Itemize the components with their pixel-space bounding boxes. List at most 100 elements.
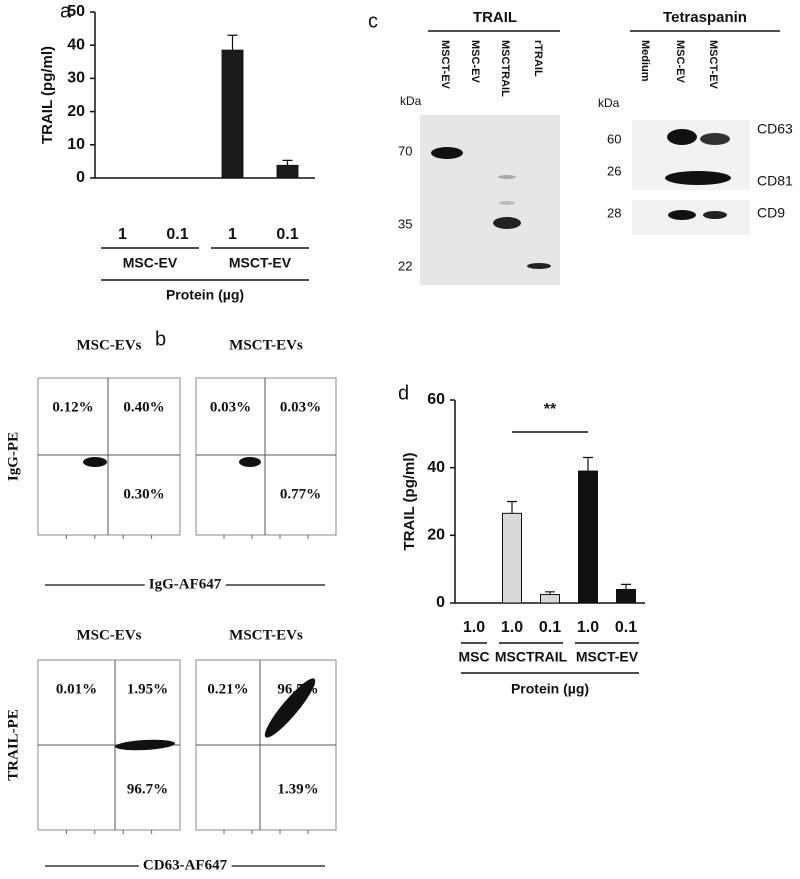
lane-label: MSCT-EV [439,40,451,90]
y-tick-label: 30 [67,70,85,87]
x-tick-label: 0.1 [539,619,561,636]
y-tick-label: 20 [67,103,85,120]
flow-x-label: CD63-AF647 [143,857,228,873]
kda-label: kDa [598,96,620,110]
bar [578,470,598,604]
label-backdrop [138,857,232,874]
quadrant-percent: 1.95% [127,681,168,697]
blot-band [700,133,730,145]
quadrant-percent: 0.12% [52,399,93,415]
quadrant-percent: 1.39% [277,781,318,797]
x-tick-label: 1.0 [501,619,523,636]
panel-label: a [60,0,72,22]
quadrant-percent: 96.5% [277,681,318,697]
y-axis-label: TRAIL (pg/ml) [39,46,56,144]
x-tick-label: 0.1 [615,619,637,636]
lane-label: rTRAIL [532,40,544,77]
significance-label: ** [544,401,557,418]
blot-title: Tetraspanin [663,9,747,26]
lane-label: Medium [639,40,651,82]
x-tick-label: 0.1 [166,226,188,243]
group-label: MSC-EV [123,255,178,271]
band-label: CD63 [757,121,793,137]
x-axis-label: Protein (µg) [511,681,589,697]
y-tick-label: 10 [67,136,85,153]
kda-label: kDa [400,94,422,108]
y-axis-label: TRAIL (pg/ml) [401,452,418,550]
quadrant-percent: 96.7% [127,781,168,797]
flow-title: MSCT-EVs [229,627,303,643]
lane-label: MSC-EV [674,40,686,83]
x-tick-label: 0.1 [276,226,298,243]
blot-band [431,147,463,159]
x-tick-label: 1.0 [463,619,485,636]
error-bar [621,583,631,590]
error-bar [583,456,593,472]
bar [221,49,244,179]
bar [616,588,636,604]
lane-label: MSC-EV [469,40,481,83]
quadrant-percent: 0.21% [207,681,248,697]
event-cloud [115,739,175,751]
x-tick-label: 1.0 [577,619,599,636]
blot-band [665,171,731,185]
band-label: CD81 [757,173,793,189]
blot-band [493,217,521,229]
quadrant-percent: 0.77% [280,486,321,502]
quadrant-percent: 0.03% [280,399,321,415]
group-label: MSCT-EV [576,649,639,665]
panel-label: c [368,10,378,32]
flow-x-label: IgG-AF647 [149,576,222,592]
error-bar [545,591,555,595]
blot-band [498,175,516,179]
panel-label: b [155,328,166,350]
blot-band [499,201,515,205]
group-label: MSCT-EV [229,255,292,271]
x-tick-label: 1 [228,226,237,243]
blot-band [703,211,727,219]
blot-band [527,263,551,269]
quadrant-percent: 0.40% [123,399,164,415]
event-cloud [83,457,107,467]
x-axis-label: Protein (µg) [166,287,244,303]
y-tick-label: 50 [67,3,85,20]
bar [502,512,522,604]
y-tick-label: 60 [427,391,445,408]
y-tick-label: 20 [427,527,445,544]
marker-label: 35 [398,216,412,231]
quadrant-percent: 0.30% [123,486,164,502]
flow-plot-frame [195,377,337,536]
blot-band [668,210,696,220]
error-bar [227,34,238,51]
quadrant-percent: 0.03% [210,399,251,415]
y-tick-label: 40 [427,459,445,476]
flow-y-label: TRAIL-PE [5,709,21,781]
flow-plot-frame [37,377,181,536]
x-tick-label: 1 [118,226,127,243]
lane-label: MSCTRAIL [499,40,511,97]
event-cloud [239,457,261,467]
lane-label: MSCT-EV [707,40,719,90]
label-backdrop [144,576,226,593]
flow-title: MSCT-EVs [229,337,303,353]
marker-label: 26 [607,163,621,178]
group-label: MSCTRAIL [495,649,568,665]
panel-label: d [398,382,409,404]
error-bar [507,500,517,514]
y-tick-label: 0 [436,594,445,611]
flow-title: MSC-EVs [76,337,141,353]
bar [276,164,299,179]
flow-y-label: IgG-PE [5,432,21,481]
blot-title: TRAIL [473,9,517,26]
group-label: MSC [458,649,489,665]
marker-label: 70 [398,143,412,158]
blot-band [667,129,697,145]
y-tick-label: 0 [76,169,85,186]
band-label: CD9 [757,205,785,221]
bar [540,594,560,604]
marker-label: 22 [398,258,412,273]
y-tick-label: 40 [67,36,85,53]
marker-label: 60 [607,131,621,146]
error-bar [282,159,293,166]
